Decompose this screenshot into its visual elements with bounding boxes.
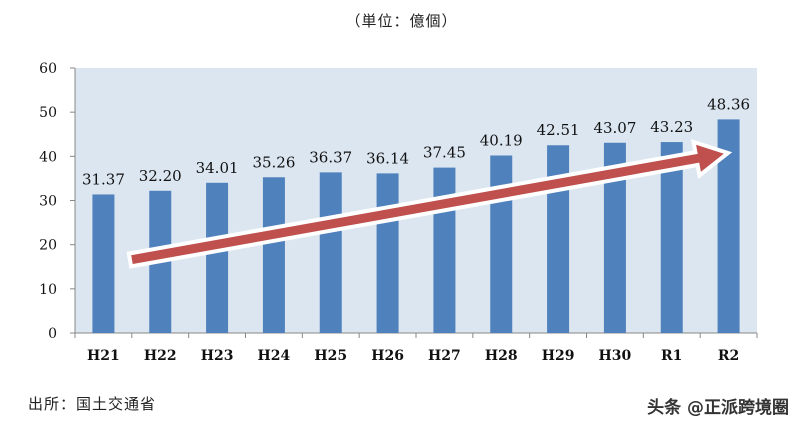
unit-label: （単位：億個） <box>345 12 458 30</box>
value-label: 42.51 <box>537 121 580 139</box>
value-label: 35.26 <box>252 153 295 171</box>
y-tick-label: 50 <box>39 105 57 121</box>
source-note: 出所：国土交通省 <box>28 395 157 413</box>
value-label: 34.01 <box>196 159 239 177</box>
value-label: 43.23 <box>650 118 693 136</box>
value-label: 43.07 <box>593 119 636 137</box>
bar-H28 <box>490 155 513 333</box>
bar-H25 <box>319 172 342 333</box>
trend-arrow-icon <box>126 138 733 269</box>
x-tick-label: H30 <box>599 348 632 364</box>
x-tick-label: R2 <box>718 348 739 364</box>
x-tick-label: H25 <box>314 348 347 364</box>
bar-H21 <box>92 194 115 333</box>
value-label: 32.20 <box>139 167 182 185</box>
bar-H26 <box>376 173 399 333</box>
x-tick-label: R1 <box>661 348 682 364</box>
value-label: 36.14 <box>366 149 409 167</box>
bar-H24 <box>262 177 285 333</box>
y-tick-label: 60 <box>39 61 57 77</box>
watermark: 头条 @正派跨境圈 <box>647 398 789 418</box>
x-tick-label: H27 <box>428 348 461 364</box>
y-tick-label: 40 <box>39 149 57 165</box>
value-label: 36.37 <box>309 148 352 166</box>
y-tick-label: 0 <box>48 326 57 342</box>
y-tick-label: 30 <box>39 194 57 210</box>
bar-H27 <box>433 167 456 333</box>
bar-H30 <box>603 142 626 333</box>
y-axis: 0 10 20 30 40 50 60 <box>39 61 76 342</box>
y-tick-label: 20 <box>39 238 57 254</box>
value-labels: 31.37 32.20 34.01 35.26 36.37 36.14 37.45 40.19… <box>82 95 750 188</box>
x-tick-label: H29 <box>542 348 575 364</box>
value-label: 48.36 <box>707 95 750 113</box>
value-label: 40.19 <box>480 131 523 149</box>
x-tick-label: H23 <box>201 348 234 364</box>
x-tick-label: H24 <box>258 348 291 364</box>
bar-H23 <box>206 182 229 333</box>
bar-R2 <box>717 119 740 333</box>
x-tick-label: H21 <box>87 348 120 364</box>
value-label: 37.45 <box>423 144 466 162</box>
x-tick-label: H22 <box>144 348 177 364</box>
bar-R1 <box>660 142 683 333</box>
x-tick-label: H28 <box>485 348 518 364</box>
value-label: 31.37 <box>82 170 125 188</box>
y-tick-label: 10 <box>39 282 57 298</box>
x-axis: H21 H22 H23 H24 H25 H26 H27 H28 H29 H30 R1 R2 <box>74 332 758 364</box>
x-tick-label: H26 <box>371 348 404 364</box>
